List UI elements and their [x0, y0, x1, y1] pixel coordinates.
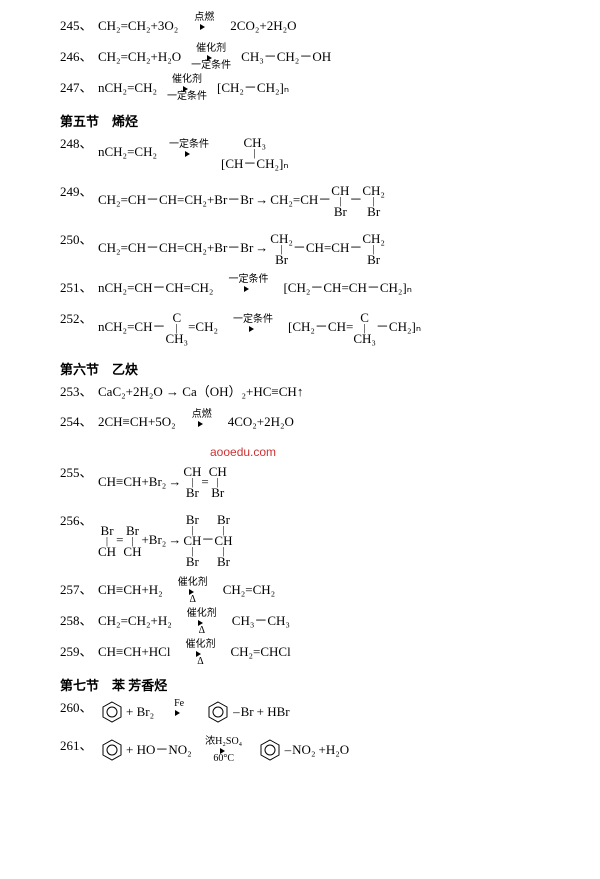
lhs: CH₂=CH₂+H₂: [98, 613, 172, 630]
eq-body: CH≡CH+HCl 催化剂 Δ CH₂=CHCl: [98, 644, 291, 661]
eq-body: CH≡CH+Br₂ → CH | Br = CH | Br: [98, 465, 227, 499]
lhs: nCH₂=CH₂: [98, 80, 157, 97]
eq-body: CH₂=CH－CH=CH₂+Br－Br → CH₂=CH－ CH | Br － …: [98, 184, 385, 218]
rhs: [CH₂－CH₂]ₙ: [217, 80, 289, 97]
rhs: CH₂=CHCl: [230, 644, 290, 661]
equation-250: 250、 CH₂=CH－CH=CH₂+Br－Br → CH₂ | Br －CH=…: [60, 232, 600, 266]
product: CH | Br = CH | Br: [183, 465, 226, 499]
eq-index: 260、: [60, 700, 98, 717]
lhs: CH₂=CH－CH=CH₂+Br－Br: [98, 192, 253, 209]
eq-index: 248、: [60, 136, 98, 153]
eq-body: nCH₂=CH₂ 催化剂 一定条件 [CH₂－CH₂]ₙ: [98, 80, 289, 97]
eq-index: 258、: [60, 613, 98, 630]
product: Br | CH | Br － Br | CH | Br: [183, 513, 232, 568]
eq-index: 256、: [60, 513, 98, 530]
product: CH₂=CH－ CH | Br － CH₂ | Br: [270, 184, 385, 218]
eq-body: Br | CH = Br | CH +Br₂ → Br | CH | Br －: [98, 513, 232, 568]
product-benzene: – NO₂: [256, 738, 316, 762]
benzene-ring: [206, 700, 230, 724]
lhs: nCH₂=CH－CH=CH₂: [98, 280, 213, 297]
eq-index: 253、: [60, 384, 98, 401]
simple-arrow: →: [255, 240, 268, 257]
equation-248: 248、 nCH₂=CH₂ 一定条件 CH₃ | [CH－CH₂]ₙ: [60, 136, 600, 170]
section-7-heading: 第七节 苯 芳香烃: [60, 675, 600, 694]
lhs: CH₂=CH－CH=CH₂+Br－Br: [98, 240, 253, 257]
eq-index: 252、: [60, 311, 98, 328]
eq-body: CH₂=CH₂+H₂ 催化剂 Δ CH₃－CH₃: [98, 613, 290, 630]
simple-arrow: →: [255, 192, 268, 209]
lhs: CH₂=CH₂+H₂O: [98, 49, 181, 66]
equation-252: 252、 nCH₂=CH－ C | CH₃ =CH₂ 一定条件 [CH₂－CH=…: [60, 311, 600, 345]
equation-253: 253、 CaC₂+2H₂O → Ca（OH）₂+HC≡CH↑: [60, 384, 600, 401]
equation-249: 249、 CH₂=CH－CH=CH₂+Br－Br → CH₂=CH－ CH | …: [60, 184, 600, 218]
benzene-ring: [258, 738, 282, 762]
equation-247: 247、 nCH₂=CH₂ 催化剂 一定条件 [CH₂－CH₂]ₙ: [60, 80, 600, 97]
equation-257: 257、 CH≡CH+H₂ 催化剂 Δ CH₂=CH₂: [60, 582, 600, 599]
eq-body: + HO－NO₂ 浓H₂SO₄ 60°C – NO₂ +H₂O: [98, 738, 349, 762]
simple-arrow: →: [168, 532, 181, 549]
rhs: [CH₂－CH=CH－CH₂]ₙ: [283, 280, 411, 297]
eq-body: CH₂=CH－CH=CH₂+Br－Br → CH₂ | Br －CH=CH－ C…: [98, 232, 385, 266]
rhs: CH₃－CH₃: [232, 613, 290, 630]
eq-body: nCH₂=CH－CH=CH₂ 一定条件 [CH₂－CH=CH－CH₂]ₙ: [98, 280, 412, 297]
rhs: 4CO₂+2H₂O: [228, 414, 294, 431]
eq-body: CaC₂+2H₂O → Ca（OH）₂+HC≡CH↑: [98, 384, 303, 401]
eq-body: CH₂=CH₂+3O₂ 点燃 2CO₂+2H₂O: [98, 18, 297, 35]
simple-arrow: →: [168, 474, 181, 491]
eq-index: 251、: [60, 280, 98, 297]
eq-index: 257、: [60, 582, 98, 599]
benzene-ring: [100, 738, 124, 762]
eq-index: 250、: [60, 232, 98, 249]
reactant: Br | CH = Br | CH: [98, 524, 141, 558]
equation-258: 258、 CH₂=CH₂+H₂ 催化剂 Δ CH₃－CH₃: [60, 613, 600, 630]
eq-index: 255、: [60, 465, 98, 482]
benzene-ring: [100, 700, 124, 724]
eq-body: CH₂=CH₂+H₂O 催化剂 一定条件 CH₃－CH₂－OH: [98, 49, 331, 66]
watermark-text: aooedu.com: [210, 445, 600, 459]
eq-body: 2CH≡CH+5O₂ 点燃 4CO₂+2H₂O: [98, 414, 294, 431]
equation-260: 260、 + Br₂ Fe – Br + HBr: [60, 700, 600, 724]
lhs: CH≡CH+Br₂: [98, 474, 166, 491]
eq-index: 261、: [60, 738, 98, 755]
section-5-heading: 第五节 烯烃: [60, 111, 600, 130]
eq-index: 245、: [60, 18, 98, 35]
eq-body: nCH₂=CH₂ 一定条件 CH₃ | [CH－CH₂]ₙ: [98, 136, 289, 170]
eq-index: 246、: [60, 49, 98, 66]
product-benzene: – Br: [204, 700, 254, 724]
equation-246: 246、 CH₂=CH₂+H₂O 催化剂 一定条件 CH₃－CH₂－OH: [60, 49, 600, 66]
lhs: 2CH≡CH+5O₂: [98, 414, 176, 431]
eq-index: 249、: [60, 184, 98, 201]
product: CH₂ | Br －CH=CH－ CH₂ | Br: [270, 232, 385, 266]
equation-245: 245、 CH₂=CH₂+3O₂ 点燃 2CO₂+2H₂O: [60, 18, 600, 35]
eq-body: nCH₂=CH－ C | CH₃ =CH₂ 一定条件 [CH₂－CH= C | …: [98, 311, 421, 345]
equation-259: 259、 CH≡CH+HCl 催化剂 Δ CH₂=CHCl: [60, 644, 600, 661]
section-6-heading: 第六节 乙炔: [60, 359, 600, 378]
rhs: CH₃－CH₂－OH: [241, 49, 331, 66]
rhs: 2CO₂+2H₂O: [230, 18, 296, 35]
polymer-unit: CH₃ | [CH－CH₂]ₙ: [221, 136, 289, 170]
rhs: CH₂=CH₂: [223, 582, 276, 599]
lhs: CH₂=CH₂+3O₂: [98, 18, 178, 35]
eq-index: 247、: [60, 80, 98, 97]
equation-256: 256、 Br | CH = Br | CH +Br₂ → Br | CH | …: [60, 513, 600, 568]
equation-261: 261、 + HO－NO₂ 浓H₂SO₄ 60°C – NO₂ +H₂O: [60, 738, 600, 762]
lhs: CH≡CH+HCl: [98, 644, 170, 661]
equation-251: 251、 nCH₂=CH－CH=CH₂ 一定条件 [CH₂－CH=CH－CH₂]…: [60, 280, 600, 297]
eq-index: 259、: [60, 644, 98, 661]
equation-254: 254、 2CH≡CH+5O₂ 点燃 4CO₂+2H₂O: [60, 414, 600, 431]
lhs: CH≡CH+H₂: [98, 582, 163, 599]
eq-body: CH≡CH+H₂ 催化剂 Δ CH₂=CH₂: [98, 582, 275, 599]
eq-body: + Br₂ Fe – Br + HBr: [98, 700, 290, 724]
equation-255: 255、 CH≡CH+Br₂ → CH | Br = CH | Br: [60, 465, 600, 499]
lhs: nCH₂=CH₂: [98, 144, 157, 161]
eq-index: 254、: [60, 414, 98, 431]
